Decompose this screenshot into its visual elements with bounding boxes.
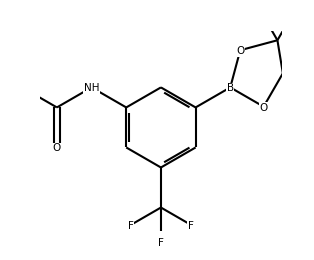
Text: F: F [128,221,134,231]
Text: F: F [188,221,194,231]
Text: O: O [53,144,61,153]
Text: O: O [236,46,244,56]
Text: O: O [259,103,268,113]
Text: B: B [227,83,234,93]
Text: F: F [158,238,164,248]
Text: NH: NH [84,83,99,93]
